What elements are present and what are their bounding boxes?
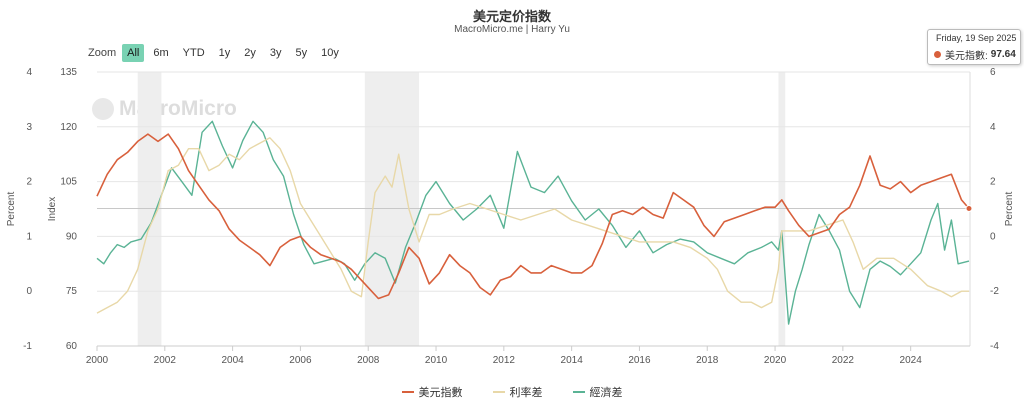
chart-subtitle: MacroMicro.me | Harry Yu	[454, 24, 570, 35]
zoom-ytd-button[interactable]: YTD	[182, 47, 205, 59]
index-tick: 60	[66, 341, 78, 352]
zoom-all-button[interactable]: All	[122, 44, 145, 62]
chart-title: 美元定价指数	[472, 9, 551, 24]
index-tick: 135	[60, 67, 77, 78]
x-tick-label: 2018	[696, 355, 719, 366]
legend-label-rate-diff: 利率差	[509, 387, 543, 399]
left-axis-label: Percent	[6, 192, 17, 227]
x-tick-label: 2006	[289, 355, 312, 366]
zoom-10y-button[interactable]: 10y	[321, 47, 339, 59]
legend-swatch-usd-index	[401, 391, 414, 393]
x-tick-label: 2022	[832, 355, 855, 366]
tooltip-series-dot	[934, 51, 941, 58]
index-tick: 120	[60, 122, 77, 133]
x-tick-label: 2012	[493, 355, 516, 366]
legend-swatch-econ-diff	[572, 391, 585, 393]
right-axis-label: Percent	[1004, 192, 1015, 227]
shaded-period	[364, 72, 420, 346]
left-percent-tick: 0	[26, 286, 32, 297]
zoom-2y-button[interactable]: 2y	[244, 47, 256, 59]
x-tick-label: 2014	[561, 355, 584, 366]
x-tick-label: 2016	[628, 355, 651, 366]
left-percent-tick: 1	[26, 231, 32, 242]
value-tooltip: Friday, 19 Sep 2025 美元指數: 97.64	[927, 29, 1021, 65]
left-percent-tick: 4	[26, 67, 32, 78]
x-tick-label: 2010	[425, 355, 448, 366]
index-tick: 105	[60, 177, 77, 188]
left-percent-tick: -1	[23, 341, 32, 352]
series-lines	[96, 120, 973, 325]
index-tick: 75	[66, 286, 78, 297]
legend-item-rate-diff[interactable]: 利率差	[492, 384, 543, 400]
zoom-label: Zoom	[88, 47, 117, 59]
x-tick-label: 2024	[900, 355, 923, 366]
x-tick-label: 2000	[86, 355, 109, 366]
shaded-period	[778, 72, 786, 346]
left-percent-tick: 3	[26, 122, 32, 133]
rate-diff-line	[96, 137, 969, 314]
right-percent-tick: -2	[990, 286, 999, 297]
x-tick-label: 2002	[154, 355, 177, 366]
zoom-3y-button[interactable]: 3y	[269, 47, 282, 59]
tooltip-row: 美元指數: 97.64	[934, 47, 1016, 62]
last-value-marker	[965, 204, 973, 212]
grid-lines	[97, 71, 971, 347]
right-percent-tick: 2	[990, 177, 996, 188]
tooltip-series-name: 美元指數:	[945, 51, 988, 62]
legend-item-econ-diff[interactable]: 經濟差	[572, 384, 623, 400]
zoom-1y-button[interactable]: 1y	[218, 47, 231, 59]
recession-shading	[137, 72, 786, 346]
right-percent-tick: -4	[990, 341, 999, 352]
x-tick-label: 2020	[764, 355, 787, 366]
usd-index-line	[96, 133, 970, 300]
index-axis-label: Index	[47, 197, 58, 221]
right-percent-tick: 0	[990, 231, 996, 242]
legend-label-econ-diff: 經濟差	[589, 387, 623, 399]
x-tick-label: 2004	[221, 355, 244, 366]
index-tick: 90	[66, 231, 78, 242]
zoom-controls: Zoom All 6m YTD 1y 2y 3y 5y 10y	[88, 44, 348, 62]
right-percent-tick: 4	[990, 122, 996, 133]
legend-swatch-rate-diff	[492, 391, 505, 393]
legend-label-usd-index: 美元指數	[418, 387, 463, 399]
econ-diff-line	[96, 120, 970, 325]
zoom-6m-button[interactable]: 6m	[153, 47, 169, 59]
zoom-5y-button[interactable]: 5y	[295, 47, 308, 59]
axes: 4 135 6 3 120 4 2 105 2 1 90 0 0 75 -2 -1 60 -4 Percent Ind…	[6, 67, 1015, 366]
macromicro-logo-icon	[92, 98, 114, 120]
x-tick-label: 2008	[357, 355, 380, 366]
tooltip-date: Friday, 19 Sep 2025	[936, 33, 1017, 43]
tooltip-value: 97.64	[990, 49, 1016, 60]
legend: 美元指數 利率差 經濟差	[0, 384, 1024, 400]
legend-item-usd-index[interactable]: 美元指數	[401, 384, 463, 400]
left-percent-tick: 2	[26, 177, 32, 188]
right-percent-tick: 6	[990, 67, 996, 78]
